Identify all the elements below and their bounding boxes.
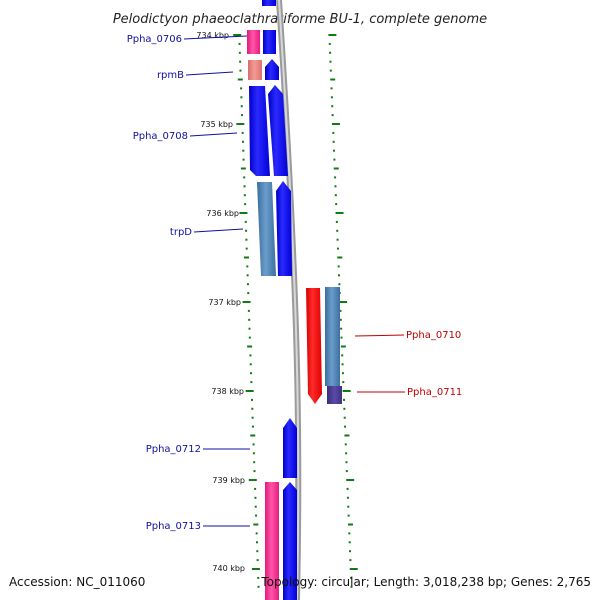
- leader-lines: [183, 35, 405, 527]
- kbp-label-739: 739 kbp: [212, 476, 245, 485]
- gene-label-ppha-0706[interactable]: Ppha_0706: [127, 34, 182, 45]
- kbp-label-736: 736 kbp: [206, 209, 239, 218]
- gene-label-rpmb[interactable]: rpmB: [157, 70, 184, 81]
- gene-feature[interactable]: [268, 85, 288, 176]
- gene-feature-ppha-0711[interactable]: [327, 386, 342, 404]
- gene-label-ppha-0710[interactable]: Ppha_0710: [406, 330, 461, 341]
- leader-line-ppha-0708: [189, 132, 238, 137]
- leader-line-trpd: [193, 228, 244, 233]
- genome-backbone: [276, 0, 302, 600]
- kbp-label-738: 738 kbp: [211, 387, 244, 396]
- leader-line-rpmb: [185, 71, 234, 76]
- gene-labels: Ppha_0706 rpmB Ppha_0708 trpD Ppha_0710 …: [127, 34, 463, 532]
- gene-label-ppha-0711[interactable]: Ppha_0711: [407, 387, 462, 398]
- gene-label-ppha-0708[interactable]: Ppha_0708: [133, 131, 188, 142]
- kbp-label-734: 734 kbp: [196, 31, 229, 40]
- topology-text: Topology: circular; Length: 3,018,238 bp…: [260, 575, 591, 589]
- minor-ticks: [233, 34, 358, 588]
- kbp-label-740: 740 kbp: [212, 564, 245, 573]
- gene-feature[interactable]: [276, 181, 292, 276]
- kbp-label-737: 737 kbp: [208, 298, 241, 307]
- gene-feature-ppha-0708[interactable]: [249, 86, 270, 176]
- gene-label-ppha-0712[interactable]: Ppha_0712: [146, 444, 201, 455]
- accession-text: Accession: NC_011060: [9, 575, 145, 589]
- gene-feature-trpd[interactable]: [257, 182, 276, 276]
- gene-feature-ppha-0710[interactable]: [306, 288, 322, 404]
- leader-line-ppha-0710: [354, 334, 405, 337]
- leader-line-ppha-0706: [183, 35, 248, 40]
- gene-label-trpd[interactable]: trpD: [170, 227, 192, 238]
- gene-feature-rpmb[interactable]: [248, 60, 262, 80]
- kbp-label-735: 735 kbp: [200, 120, 233, 129]
- gene-feature[interactable]: [262, 0, 276, 6]
- gene-label-ppha-0713[interactable]: Ppha_0713: [146, 521, 201, 532]
- gene-feature-ppha-0713[interactable]: [265, 482, 279, 600]
- gene-feature[interactable]: [283, 482, 297, 600]
- gene-feature[interactable]: [325, 287, 340, 386]
- gene-feature-ppha-0712[interactable]: [283, 418, 297, 478]
- ruler: 734 kbp 735 kbp 736 kbp 737 kbp 738 kbp …: [196, 31, 245, 573]
- gene-feature[interactable]: [263, 30, 276, 54]
- gene-feature[interactable]: [265, 59, 279, 80]
- gene-feature-ppha-0706[interactable]: [247, 30, 260, 54]
- gene-features: [247, 0, 342, 600]
- map-title: Pelodictyon phaeoclathratiforme BU-1, co…: [113, 12, 487, 27]
